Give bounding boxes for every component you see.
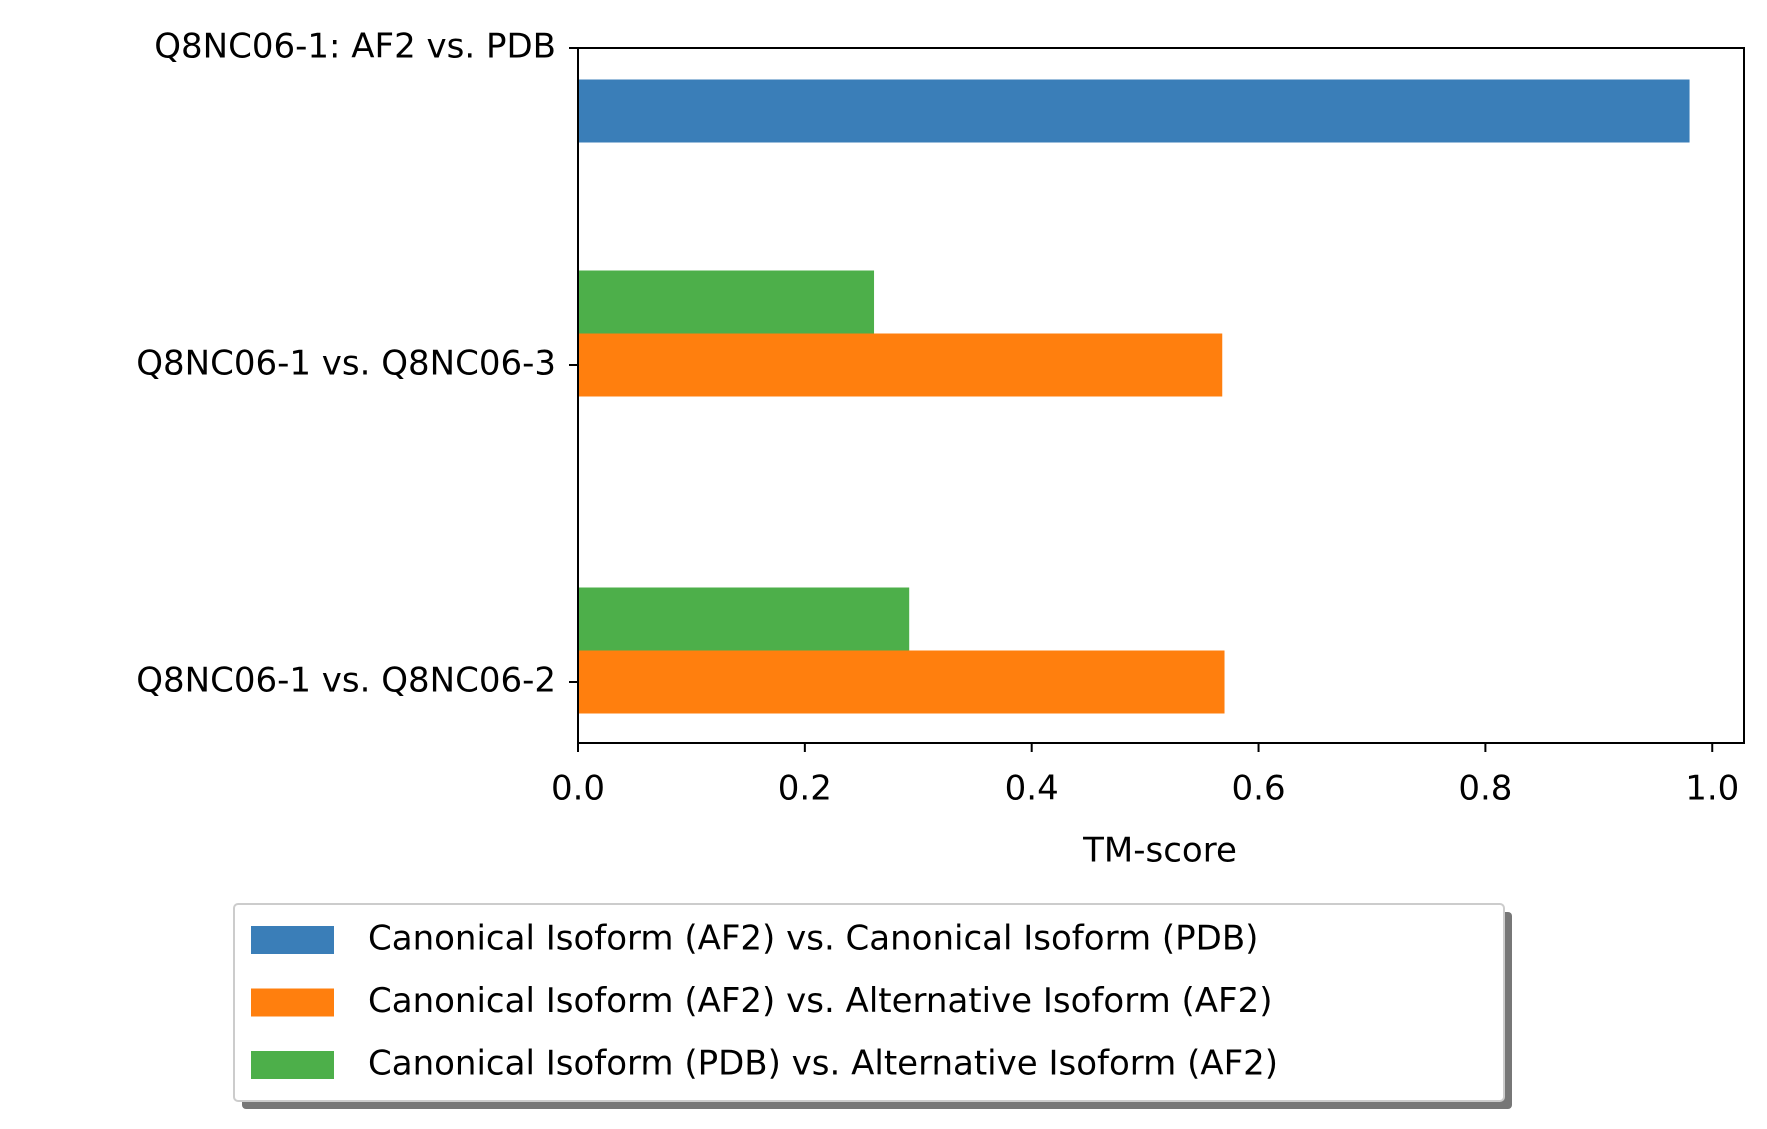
plot-frame — [577, 47, 1745, 744]
legend-label: Canonical Isoform (AF2) vs. Canonical Is… — [368, 919, 1258, 959]
legend-swatch — [251, 1051, 334, 1079]
legend-label: Canonical Isoform (AF2) vs. Alternative … — [368, 981, 1273, 1021]
y-tick-label: Q8NC06-1 vs. Q8NC06-3 — [136, 344, 556, 384]
bar — [578, 270, 875, 334]
legend — [233, 903, 1505, 1102]
bar — [578, 79, 1690, 143]
bar — [578, 333, 1223, 397]
x-tick-label: 0.2 — [778, 769, 832, 809]
legend-label: Canonical Isoform (PDB) vs. Alternative … — [368, 1044, 1278, 1084]
x-tick-label: 0.0 — [551, 769, 605, 809]
x-axis-label: TM-score — [1082, 831, 1237, 871]
bar — [578, 587, 910, 651]
bar — [578, 650, 1225, 714]
legend-swatch — [251, 988, 334, 1017]
legend-swatch — [251, 926, 334, 954]
x-tick-label: 0.8 — [1458, 769, 1512, 809]
y-tick-label: Q8NC06-1: AF2 vs. PDB — [154, 27, 556, 67]
x-tick-label: 1.0 — [1685, 769, 1739, 809]
y-tick-label: Q8NC06-1 vs. Q8NC06-2 — [136, 661, 556, 701]
x-tick-label: 0.6 — [1232, 769, 1286, 809]
x-tick-label: 0.4 — [1005, 769, 1059, 809]
